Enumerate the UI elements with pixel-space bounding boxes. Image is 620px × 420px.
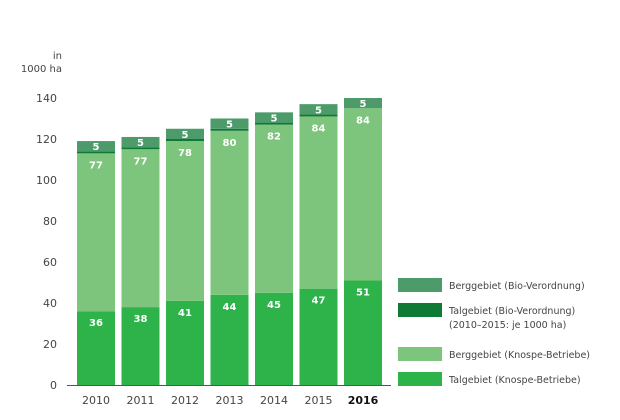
data-label: 41 bbox=[178, 308, 192, 319]
y-tick-label: 80 bbox=[43, 215, 57, 228]
bar-segment-berggebiet-knospe-betriebe bbox=[344, 108, 382, 281]
bar-segment-talgebiet-knospe-betriebe bbox=[255, 292, 293, 385]
legend-item: Berggebiet (Bio-Verordnung) bbox=[398, 278, 585, 292]
x-tick-label: 2016 bbox=[348, 394, 379, 407]
data-label: 84 bbox=[356, 115, 370, 126]
legend-swatch bbox=[398, 372, 442, 386]
bars: 36 77 5 38 77 5 41 78 5 44 80 5 45 82 5 47 84 5 51 84 5 bbox=[77, 98, 382, 385]
data-label: 47 bbox=[312, 296, 326, 307]
bar-segment-talgebiet-bio-verordnung bbox=[166, 139, 204, 142]
data-label: 5 bbox=[271, 113, 278, 124]
bar-segment-talgebiet-knospe-betriebe bbox=[299, 288, 338, 385]
legend-swatch bbox=[398, 303, 442, 317]
x-tick-label: 2012 bbox=[171, 394, 199, 407]
data-label: 82 bbox=[267, 132, 281, 143]
data-label: 45 bbox=[267, 300, 281, 311]
y-axis-unit-label: in 1000 ha bbox=[21, 51, 62, 75]
data-label: 5 bbox=[315, 105, 322, 116]
data-label: 5 bbox=[137, 138, 144, 149]
legend-label: Talgebiet (Bio-Verordnung) bbox=[448, 306, 575, 317]
data-label: 5 bbox=[226, 120, 233, 131]
data-label: 84 bbox=[312, 123, 326, 134]
bar-segment-berggebiet-bio-verordnung bbox=[166, 128, 204, 139]
y-tick-label: 100 bbox=[36, 174, 57, 187]
bar-stack-2015: 47 84 5 bbox=[299, 104, 338, 385]
bar-stack-2016: 51 84 5 bbox=[344, 98, 382, 385]
data-label: 5 bbox=[93, 142, 100, 153]
bar-segment-talgebiet-knospe-betriebe bbox=[121, 307, 160, 385]
bar-segment-berggebiet-bio-verordnung bbox=[77, 141, 115, 152]
data-label: 38 bbox=[134, 314, 148, 325]
legend-item: Talgebiet (Knospe-Betriebe) bbox=[398, 372, 581, 386]
x-tick-label: 2015 bbox=[305, 394, 333, 407]
y-tick-label: 20 bbox=[43, 338, 57, 351]
bar-segment-talgebiet-knospe-betriebe bbox=[166, 300, 204, 385]
bar-segment-berggebiet-knospe-betriebe bbox=[121, 149, 160, 308]
bar-segment-talgebiet-knospe-betriebe bbox=[344, 280, 382, 385]
legend-label: Talgebiet (Knospe-Betriebe) bbox=[448, 375, 581, 386]
bar-stack-2014: 45 82 5 bbox=[255, 112, 293, 385]
y-axis-ticks: 0 20 40 60 80 100 120 140 bbox=[36, 92, 57, 392]
bar-segment-talgebiet-bio-verordnung bbox=[255, 122, 293, 125]
bar-stack-2010: 36 77 5 bbox=[77, 141, 115, 385]
bar-segment-talgebiet-bio-verordnung bbox=[299, 114, 338, 117]
bar-segment-berggebiet-bio-verordnung bbox=[344, 98, 382, 109]
x-tick-label: 2010 bbox=[82, 394, 110, 407]
data-label: 5 bbox=[182, 130, 189, 141]
data-label: 44 bbox=[223, 302, 237, 313]
bar-segment-berggebiet-knospe-betriebe bbox=[166, 141, 204, 301]
bar-stack-2011: 38 77 5 bbox=[121, 136, 160, 385]
y-tick-label: 0 bbox=[50, 379, 57, 392]
data-label: 51 bbox=[356, 287, 370, 298]
data-label: 78 bbox=[178, 148, 192, 159]
data-label: 5 bbox=[360, 99, 367, 110]
bar-segment-berggebiet-knospe-betriebe bbox=[210, 130, 249, 295]
bar-segment-berggebiet-knospe-betriebe bbox=[77, 153, 115, 312]
y-axis-unit-line-1: in bbox=[53, 51, 62, 62]
legend: Berggebiet (Bio-Verordnung) Talgebiet (Bi… bbox=[398, 278, 590, 386]
y-axis-unit-line-2: 1000 ha bbox=[21, 64, 62, 75]
x-axis-ticks: 2010 2011 2012 2013 2014 2015 2016 bbox=[82, 394, 379, 407]
bar-segment-talgebiet-bio-verordnung bbox=[210, 128, 249, 131]
bar-segment-berggebiet-knospe-betriebe bbox=[255, 124, 293, 293]
legend-swatch bbox=[398, 347, 442, 361]
legend-item: Talgebiet (Bio-Verordnung) (2010–2015: je… bbox=[398, 303, 575, 331]
bar-segment-talgebiet-bio-verordnung bbox=[121, 147, 160, 150]
x-tick-label: 2013 bbox=[216, 394, 244, 407]
bar-stack-2012: 41 78 5 bbox=[166, 128, 204, 385]
y-tick-label: 120 bbox=[36, 133, 57, 146]
bar-segment-berggebiet-bio-verordnung bbox=[255, 112, 293, 123]
bar-segment-berggebiet-bio-verordnung bbox=[121, 136, 160, 148]
legend-label-note: (2010–2015: je 1000 ha) bbox=[449, 320, 566, 331]
bar-segment-talgebiet-knospe-betriebe bbox=[210, 294, 249, 385]
data-label: 77 bbox=[89, 160, 103, 171]
bar-segment-berggebiet-knospe-betriebe bbox=[299, 116, 338, 289]
bar-segment-berggebiet-bio-verordnung bbox=[299, 104, 338, 115]
legend-item: Berggebiet (Knospe-Betriebe) bbox=[398, 347, 590, 361]
bar-segment-talgebiet-bio-verordnung bbox=[77, 151, 115, 154]
legend-label: Berggebiet (Knospe-Betriebe) bbox=[449, 350, 590, 361]
bar-segment-talgebiet-knospe-betriebe bbox=[77, 311, 115, 385]
data-label: 36 bbox=[89, 318, 103, 329]
y-tick-label: 140 bbox=[36, 92, 57, 105]
bar-segment-berggebiet-bio-verordnung bbox=[210, 118, 249, 129]
data-label: 80 bbox=[223, 138, 237, 149]
bar-stack-2013: 44 80 5 bbox=[210, 118, 249, 385]
data-label: 77 bbox=[134, 156, 148, 167]
x-tick-label: 2011 bbox=[127, 394, 155, 407]
legend-swatch bbox=[398, 278, 442, 292]
legend-label: Berggebiet (Bio-Verordnung) bbox=[449, 281, 585, 292]
x-tick-label: 2014 bbox=[260, 394, 288, 407]
y-tick-label: 60 bbox=[43, 256, 57, 269]
y-tick-label: 40 bbox=[43, 297, 57, 310]
